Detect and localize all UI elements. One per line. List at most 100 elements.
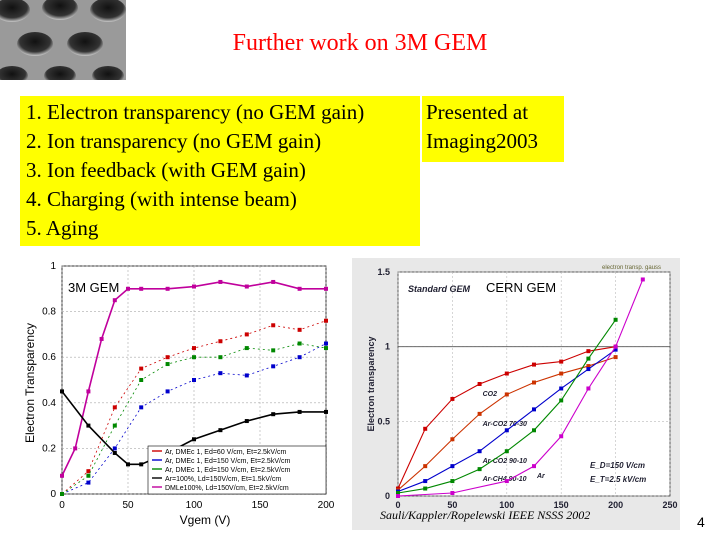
data-point	[218, 371, 223, 376]
data-point	[244, 346, 249, 351]
data-point	[532, 464, 536, 469]
presented-note: Presented at Imaging2003	[422, 96, 564, 162]
y-tick-label: 0	[385, 491, 390, 501]
data-point	[586, 386, 591, 391]
data-point	[559, 398, 564, 403]
legend-label: Ar, DMEc 1, Ed=150 V/cm, Et=2.5kV/cm	[165, 467, 290, 474]
y-tick-label: 0.6	[42, 352, 56, 363]
data-point	[139, 286, 144, 291]
data-point	[218, 428, 223, 433]
series-label: Ar-CO2 90-10	[482, 458, 527, 465]
list-item: 1. Electron transparency (no GEM gain)	[26, 100, 365, 124]
data-point	[165, 286, 170, 291]
data-point	[504, 428, 509, 433]
data-point	[297, 355, 302, 360]
x-tick-label: 200	[318, 500, 335, 511]
x-tick-label: 100	[186, 500, 203, 511]
data-point	[613, 344, 618, 349]
chart-cern-gem: 0 50 100 150 200 250 0 0.5 1 1.5 Electron transpar…	[352, 258, 680, 530]
data-point	[586, 356, 591, 361]
y-tick-label: 0.8	[42, 307, 56, 318]
x-axis-label: Vgem (V)	[180, 513, 231, 527]
page-number: 4	[697, 514, 705, 530]
data-point	[613, 347, 618, 352]
x-tick-label: 200	[608, 500, 623, 510]
legend-label: Ar, DMEc 1, Ed=60 V/cm, Et=2.5kV/cm	[165, 449, 287, 456]
data-point	[586, 364, 591, 369]
data-point	[559, 386, 564, 391]
data-point	[324, 346, 328, 351]
y-tick-label: 0	[50, 489, 56, 500]
data-point	[271, 323, 276, 328]
data-point	[450, 464, 455, 469]
x-tick-label: 150	[252, 500, 269, 511]
data-point	[126, 462, 130, 467]
data-point	[192, 437, 196, 442]
series-line	[397, 279, 644, 497]
series-line	[61, 320, 327, 495]
data-point	[450, 491, 455, 496]
data-point	[192, 346, 196, 351]
data-point	[139, 366, 144, 371]
legend-label: DMLe100%, Ld=150V/cm, Et=2.5kV/cm	[165, 485, 289, 492]
data-point	[297, 341, 302, 346]
y-tick-label: 0.2	[42, 443, 56, 454]
x-tick-label: 250	[662, 500, 677, 510]
legend-box	[147, 445, 327, 495]
data-point	[60, 473, 64, 478]
series-label: Ar	[536, 473, 546, 480]
data-point	[86, 389, 91, 394]
data-point	[324, 409, 328, 414]
legend-label: Ar, DMEc 1, Ed=150 V/cm, Et=2.5kV/cm	[165, 458, 290, 465]
data-point	[244, 373, 249, 378]
data-point	[324, 286, 328, 291]
data-point	[244, 332, 249, 337]
data-point	[112, 405, 117, 410]
data-point	[640, 277, 645, 282]
data-point	[271, 279, 276, 284]
data-point	[532, 380, 536, 385]
data-point	[86, 469, 91, 474]
data-point	[423, 479, 428, 484]
x-tick-label: 50	[447, 500, 457, 510]
data-point	[192, 378, 196, 382]
data-point	[218, 355, 223, 360]
data-point	[423, 486, 428, 491]
data-point	[586, 367, 591, 372]
presented-line: Imaging2003	[426, 129, 538, 153]
data-point	[423, 464, 428, 469]
data-point	[504, 371, 509, 376]
data-point	[139, 462, 144, 467]
data-point	[112, 450, 117, 455]
series-label: CO2	[483, 391, 498, 398]
chart-3m-gem: 0 50 100 150 200 0 0.2 0.4 0.6 0.8 1 Vgem (V) Electr…	[20, 258, 338, 530]
top-note: electron transp. gauss	[602, 265, 661, 271]
chart-label: 3M GEM	[68, 280, 119, 295]
data-point	[297, 286, 302, 291]
y-tick-label: 0.5	[377, 416, 390, 426]
data-point	[139, 405, 144, 410]
data-point	[559, 434, 564, 439]
data-point	[218, 339, 223, 344]
data-point	[477, 382, 482, 386]
series-label: Ar-CH4 90-10	[482, 476, 527, 483]
list-item: 4. Charging (with intense beam)	[26, 187, 297, 211]
list-item: 5. Aging	[26, 216, 99, 240]
data-point	[324, 341, 328, 346]
data-point	[532, 428, 536, 433]
data-point	[504, 479, 509, 484]
data-point	[165, 389, 170, 394]
data-point	[165, 355, 170, 360]
citation: Sauli/Kappler/Ropelewski IEEE NSSS 2002	[380, 508, 591, 522]
data-point	[112, 446, 117, 451]
data-point	[559, 371, 564, 376]
chart-label: CERN GEM	[486, 280, 556, 295]
data-point	[86, 480, 91, 485]
series-line	[61, 281, 326, 477]
data-point	[423, 426, 428, 431]
y-tick-label: 1.5	[377, 267, 390, 277]
annotation: E_D=150 V/cm	[590, 461, 645, 470]
data-point	[60, 389, 64, 394]
x-tick-label: 0	[395, 500, 400, 510]
data-point	[112, 298, 117, 303]
